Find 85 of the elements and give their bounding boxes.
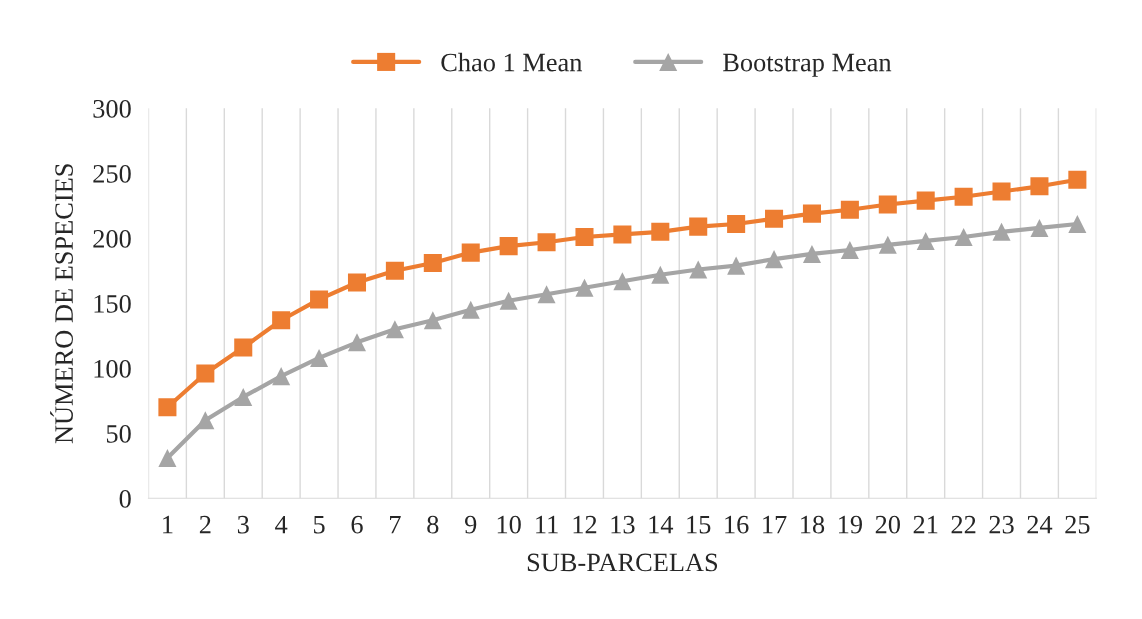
y-tick-label: 50	[106, 424, 131, 443]
x-tick-label: 11	[536, 515, 558, 534]
x-tick-label: 10	[497, 515, 521, 534]
point	[499, 237, 518, 256]
point	[954, 227, 973, 247]
point	[727, 214, 746, 234]
point	[689, 217, 708, 236]
point	[347, 273, 367, 292]
y-tick-label: 100	[94, 359, 131, 378]
point	[954, 187, 973, 206]
point	[840, 240, 859, 260]
x-tick-label: 8	[427, 515, 439, 534]
x-tick-label: 23	[989, 515, 1014, 534]
point	[802, 204, 821, 223]
point	[1068, 214, 1087, 234]
x-tick-label: 1	[163, 515, 173, 534]
x-tick-label: 3	[237, 515, 249, 534]
point	[727, 256, 746, 275]
point	[272, 311, 291, 330]
point	[575, 278, 594, 297]
legend-label: Bootstrap Mean	[723, 53, 892, 77]
point	[765, 209, 784, 228]
x-tick-label: 18	[801, 515, 825, 534]
point	[575, 227, 594, 247]
point	[1030, 177, 1049, 196]
x-tick-label: 21	[913, 515, 938, 534]
point	[234, 338, 253, 357]
point	[878, 195, 897, 214]
x-tick-label: 9	[464, 515, 477, 534]
x-tick-label: 12	[573, 515, 597, 534]
point	[310, 348, 329, 367]
point	[234, 387, 253, 406]
x-tick-label: 7	[390, 515, 401, 534]
x-tick-label: 19	[839, 515, 862, 534]
point	[1030, 218, 1049, 237]
point	[992, 182, 1011, 201]
point	[423, 253, 442, 273]
x-tick-label: 20	[875, 515, 900, 534]
point	[802, 244, 821, 263]
x-axis-title: SUB-PARCELAS	[527, 553, 718, 572]
point	[423, 311, 442, 330]
x-tick-label: 24	[1027, 515, 1053, 534]
point	[537, 233, 556, 252]
point	[537, 285, 556, 304]
point	[613, 225, 632, 244]
point	[916, 231, 935, 250]
point	[158, 448, 177, 468]
point	[385, 320, 404, 339]
point	[689, 260, 708, 279]
point	[651, 222, 670, 241]
legend-label: Chao 1 Mean	[441, 52, 583, 72]
x-tick-label: 17	[763, 515, 787, 534]
x-tick-label: 25	[1065, 515, 1090, 534]
x-tick-label: 16	[725, 515, 749, 534]
y-tick-label: 0	[119, 489, 131, 508]
point	[272, 367, 291, 386]
point	[765, 250, 784, 269]
point	[613, 272, 632, 291]
point	[385, 261, 404, 280]
point	[461, 243, 480, 262]
x-tick-label: 5	[314, 515, 325, 534]
point	[347, 333, 367, 352]
point	[499, 291, 518, 310]
x-tick-label: 2	[199, 515, 211, 534]
point	[651, 265, 670, 284]
point	[158, 398, 177, 417]
y-tick-label: 200	[93, 229, 131, 248]
x-tick-label: 4	[275, 515, 288, 534]
point	[461, 300, 480, 319]
x-tick-label: 14	[649, 515, 674, 534]
x-tick-label: 15	[687, 515, 711, 534]
y-tick-label: 250	[93, 164, 131, 183]
point	[196, 364, 215, 383]
point	[840, 200, 859, 219]
point	[1068, 170, 1087, 189]
x-tick-label: 22	[951, 515, 976, 534]
y-tick-label: 300	[93, 99, 131, 118]
y-tick-label: 150	[94, 294, 131, 313]
point	[310, 290, 329, 309]
x-tick-label: 13	[611, 515, 635, 534]
x-tick-label: 6	[351, 515, 363, 534]
y-axis-title: NÚMERO DE ESPECIES	[50, 164, 73, 444]
point	[916, 191, 935, 210]
point	[992, 222, 1011, 241]
point	[878, 235, 897, 254]
